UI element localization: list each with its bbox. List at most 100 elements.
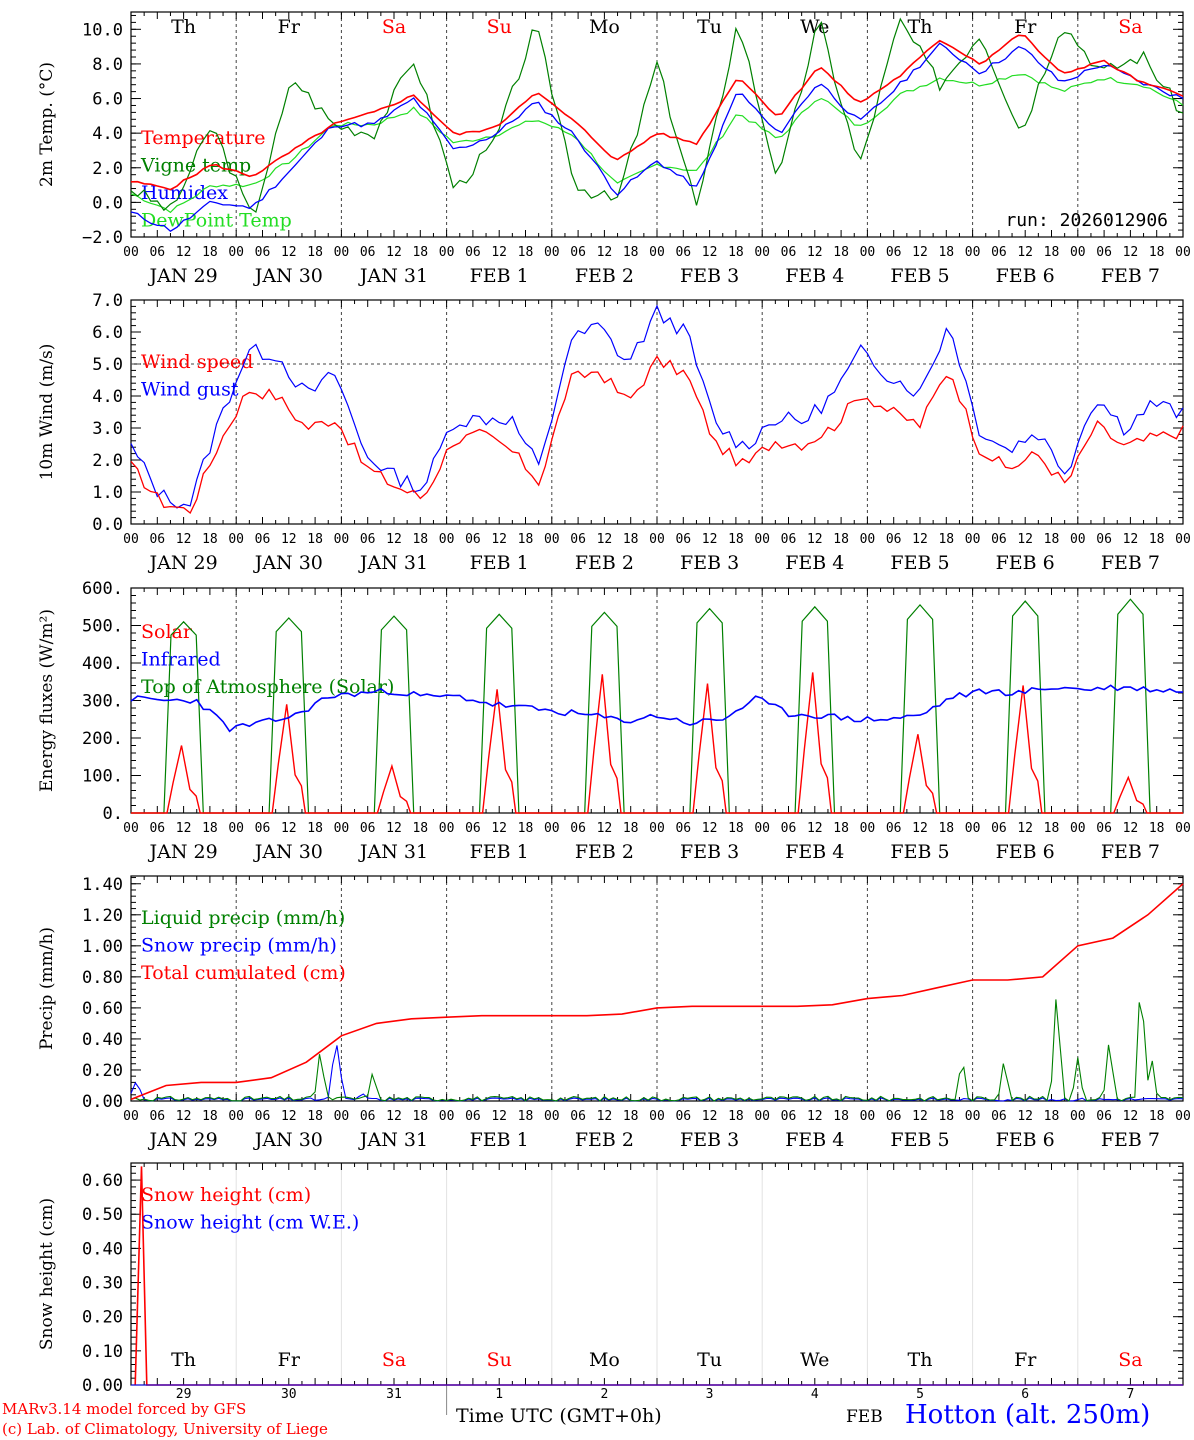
- x-date-label: FEB 5: [890, 265, 949, 287]
- x-hour-label: 00: [1070, 1109, 1086, 1124]
- x-hour-label: 18: [833, 245, 849, 260]
- x-hour-label: 00: [649, 532, 665, 547]
- x-hour-label: 00: [860, 821, 876, 836]
- y-axis-title: Snow height (cm): [37, 1198, 57, 1350]
- x-date-label: FEB 2: [575, 265, 634, 287]
- x-date-label: FEB 3: [680, 1129, 739, 1151]
- x-hour-label: 00: [649, 245, 665, 260]
- x-hour-label: 00: [123, 1109, 139, 1124]
- y-tick-label: 1.20: [82, 906, 123, 926]
- y-tick-label: 0.50: [82, 1205, 123, 1225]
- x-hour-label: 00: [544, 821, 560, 836]
- x-hour-label: 00: [334, 245, 350, 260]
- x-hour-label: 12: [386, 821, 402, 836]
- x-hour-label: 00: [649, 1109, 665, 1124]
- legend-entry: Top of Atmosphere (Solar): [141, 676, 394, 698]
- x-hour-label: 18: [938, 821, 954, 836]
- y-tick-label: 4.0: [92, 124, 123, 144]
- x-date-label: JAN 31: [358, 841, 428, 863]
- x-hour-label: 18: [412, 821, 428, 836]
- x-hour-label: 00: [860, 532, 876, 547]
- day-number-label: 5: [916, 1387, 924, 1402]
- x-hour-label: 18: [728, 1109, 744, 1124]
- x-hour-label: 06: [360, 245, 376, 260]
- x-hour-label: 00: [754, 1109, 770, 1124]
- series-humidex: [130, 42, 1184, 233]
- x-hour-label: 06: [675, 532, 691, 547]
- series-snow-precip: [130, 1045, 1184, 1102]
- y-tick-label: 500.: [82, 617, 123, 637]
- x-hour-label: 06: [255, 532, 271, 547]
- x-hour-label: 00: [123, 245, 139, 260]
- weekday-label: Fr: [1014, 1349, 1037, 1371]
- x-hour-label: 18: [202, 821, 218, 836]
- x-hour-label: 00: [439, 821, 455, 836]
- y-tick-label: 600.: [82, 579, 123, 599]
- x-hour-label: 18: [1149, 245, 1165, 260]
- x-hour-label: 00: [228, 245, 244, 260]
- x-hour-label: 12: [597, 821, 613, 836]
- x-hour-label: 12: [597, 245, 613, 260]
- y-tick-label: 7.0: [92, 291, 123, 311]
- legend-entry: Liquid precip (mm/h): [141, 907, 345, 929]
- x-hour-label: 18: [307, 245, 323, 260]
- y-axis-title: Energy fluxes (W/m²): [37, 609, 57, 792]
- x-hour-label: 18: [518, 245, 534, 260]
- legend-entry: Infrared: [141, 649, 221, 671]
- x-hour-label: 12: [912, 1109, 928, 1124]
- y-tick-label: 0.60: [82, 999, 123, 1019]
- x-hour-label: 06: [1096, 1109, 1112, 1124]
- x-hour-label: 18: [412, 245, 428, 260]
- y-tick-label: 0.80: [82, 968, 123, 988]
- x-date-label: FEB 6: [996, 552, 1055, 574]
- x-hour-label: 18: [623, 821, 639, 836]
- y-tick-label: 1.00: [82, 937, 123, 957]
- x-hour-label: 06: [465, 245, 481, 260]
- legend-entry: Snow height (cm): [141, 1184, 311, 1206]
- x-hour-label: 06: [255, 1109, 271, 1124]
- y-tick-label: 1.40: [82, 875, 123, 895]
- x-hour-label: 00: [334, 532, 350, 547]
- legend-entry: Vigne temp: [140, 155, 251, 177]
- x-hour-label: 18: [518, 532, 534, 547]
- day-number-label: 30: [281, 1387, 297, 1402]
- x-hour-label: 00: [754, 532, 770, 547]
- y-tick-label: 0.40: [82, 1030, 123, 1050]
- y-axis-title: Precip (mm/h): [37, 927, 57, 1050]
- x-hour-label: 00: [965, 1109, 981, 1124]
- x-hour-label: 12: [807, 532, 823, 547]
- x-hour-label: 06: [149, 245, 165, 260]
- x-hour-label: 18: [1044, 245, 1060, 260]
- weekday-label: Mo: [589, 16, 620, 38]
- x-date-label: FEB 4: [785, 841, 844, 863]
- x-hour-label: 18: [202, 245, 218, 260]
- x-hour-label: 06: [360, 532, 376, 547]
- footer-model: MARv3.14 model forced by GFS: [2, 1400, 247, 1418]
- x-hour-label: 06: [1096, 532, 1112, 547]
- x-hour-label: 06: [991, 821, 1007, 836]
- x-hour-label: 00: [1070, 245, 1086, 260]
- x-hour-label: 18: [307, 821, 323, 836]
- x-hour-label: 12: [491, 821, 507, 836]
- x-hour-label: 12: [491, 532, 507, 547]
- x-hour-label: 18: [1044, 821, 1060, 836]
- panel-frame: [130, 299, 1184, 525]
- x-hour-label: 12: [281, 1109, 297, 1124]
- x-hour-label: 12: [807, 821, 823, 836]
- footer-lab: (c) Lab. of Climatology, University of L…: [2, 1420, 328, 1438]
- x-hour-label: 06: [675, 1109, 691, 1124]
- x-date-label: FEB 6: [996, 841, 1055, 863]
- x-hour-label: 12: [386, 1109, 402, 1124]
- x-hour-label: 00: [965, 245, 981, 260]
- x-hour-label: 00: [649, 821, 665, 836]
- x-hour-label: 18: [728, 821, 744, 836]
- y-tick-label: 0.00: [82, 1376, 123, 1396]
- x-hour-label: 00: [1070, 532, 1086, 547]
- x-hour-label: 00: [544, 1109, 560, 1124]
- series-liquid-precip: [130, 999, 1184, 1102]
- y-tick-label: 0.60: [82, 1171, 123, 1191]
- x-date-label: JAN 29: [148, 552, 218, 574]
- x-hour-label: 00: [334, 821, 350, 836]
- x-hour-label: 18: [728, 245, 744, 260]
